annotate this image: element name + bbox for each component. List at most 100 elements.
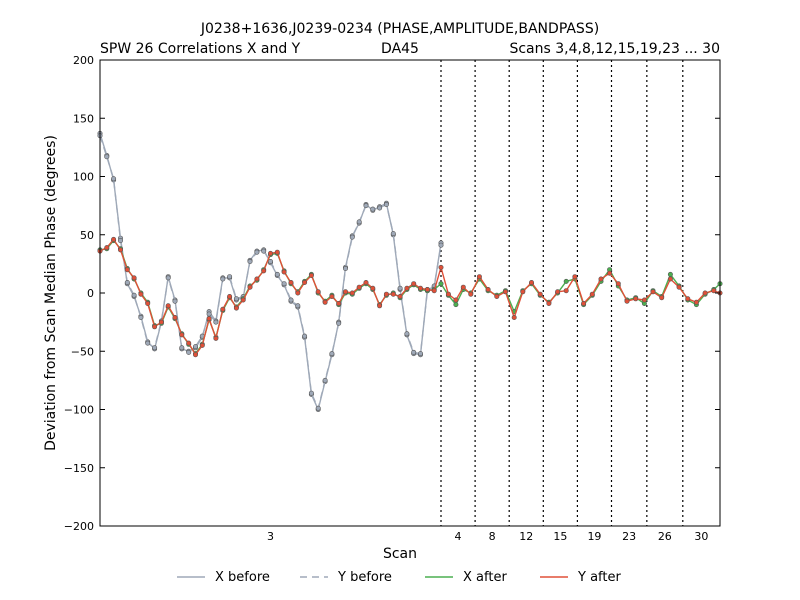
data-point	[254, 276, 260, 282]
data-point	[274, 271, 280, 277]
data-point	[104, 245, 110, 251]
data-point	[485, 286, 491, 292]
y-tick-label: 200	[73, 54, 94, 67]
data-point	[453, 297, 459, 303]
data-point	[220, 306, 226, 312]
data-point	[308, 390, 314, 396]
data-point	[370, 206, 376, 212]
data-point	[383, 291, 389, 297]
data-point	[411, 281, 417, 287]
data-point	[165, 303, 171, 309]
data-point	[349, 234, 355, 240]
data-point	[711, 288, 717, 294]
data-point	[261, 248, 267, 254]
data-point	[111, 176, 117, 182]
data-point	[377, 303, 383, 309]
data-point	[667, 271, 673, 277]
data-point	[431, 288, 437, 294]
data-point	[624, 298, 630, 304]
data-point	[349, 290, 355, 296]
data-point	[138, 291, 144, 297]
data-point	[233, 296, 239, 302]
x-axis: 3 4 8 12 15 19 23 26 30	[267, 530, 708, 543]
data-point	[213, 335, 219, 341]
data-point	[138, 314, 144, 320]
y-tick-label: 0	[87, 287, 94, 300]
data-point	[581, 300, 587, 306]
data-point	[240, 297, 246, 303]
data-point	[281, 269, 287, 275]
data-point	[247, 284, 253, 290]
data-point	[118, 238, 124, 244]
series-line-y-after	[99, 238, 721, 356]
data-point	[152, 345, 158, 351]
data-point	[206, 316, 212, 322]
data-point	[172, 314, 178, 320]
data-point	[546, 300, 552, 306]
chart-subtitle-center: DA45	[381, 41, 419, 57]
data-point	[438, 281, 444, 287]
data-point	[667, 276, 673, 282]
data-point	[404, 331, 410, 337]
legend-label: Y before	[337, 570, 392, 585]
data-point	[438, 264, 444, 270]
series-line-x-before	[99, 133, 442, 412]
data-point	[390, 231, 396, 237]
data-point	[186, 349, 192, 355]
x-tick-label: 26	[658, 530, 672, 543]
data-point	[633, 296, 639, 302]
data-point	[615, 281, 621, 287]
x-tick-label: 12	[519, 530, 533, 543]
data-point	[152, 324, 158, 330]
data-point	[460, 284, 466, 290]
data-point	[397, 293, 403, 299]
data-point	[193, 344, 199, 350]
data-point	[356, 284, 362, 290]
legend-label: X before	[215, 570, 270, 585]
data-point	[233, 305, 239, 311]
series-line-x-after	[99, 239, 721, 355]
data-point	[199, 342, 205, 348]
legend-label: X after	[463, 570, 507, 585]
data-point	[295, 290, 301, 296]
data-point	[650, 289, 656, 295]
data-point	[377, 205, 383, 211]
legend: X before Y before X after Y after	[177, 570, 621, 585]
data-point	[502, 289, 508, 295]
data-point	[390, 291, 396, 297]
data-point	[424, 286, 430, 292]
data-point	[528, 279, 534, 285]
data-point	[329, 351, 335, 357]
data-point	[179, 345, 185, 351]
data-point	[411, 349, 417, 355]
data-point	[363, 279, 369, 285]
data-point	[336, 320, 342, 326]
data-point	[438, 242, 444, 248]
data-point	[468, 291, 474, 297]
data-point	[165, 275, 171, 281]
data-point	[685, 296, 691, 302]
data-point	[520, 289, 526, 295]
y-tick-label: −150	[64, 462, 94, 475]
data-point	[206, 311, 212, 317]
y-axis: −200 −150 −100 −50 0 50 100 150 200	[64, 54, 720, 533]
data-point	[476, 274, 482, 280]
data-point	[370, 285, 376, 291]
x-tick-label: 3	[267, 530, 274, 543]
data-point	[213, 319, 219, 325]
data-point	[118, 247, 124, 253]
data-point	[494, 293, 500, 299]
y-tick-label: −100	[64, 404, 94, 417]
data-point	[302, 279, 308, 285]
data-point	[572, 274, 578, 280]
data-point	[589, 291, 595, 297]
data-point	[227, 293, 233, 299]
data-point	[179, 332, 185, 338]
data-point	[261, 268, 267, 274]
x-tick-label: 4	[455, 530, 462, 543]
data-point	[563, 288, 569, 294]
data-point	[322, 377, 328, 383]
data-point	[315, 405, 321, 411]
x-axis-label: Scan	[383, 546, 417, 562]
